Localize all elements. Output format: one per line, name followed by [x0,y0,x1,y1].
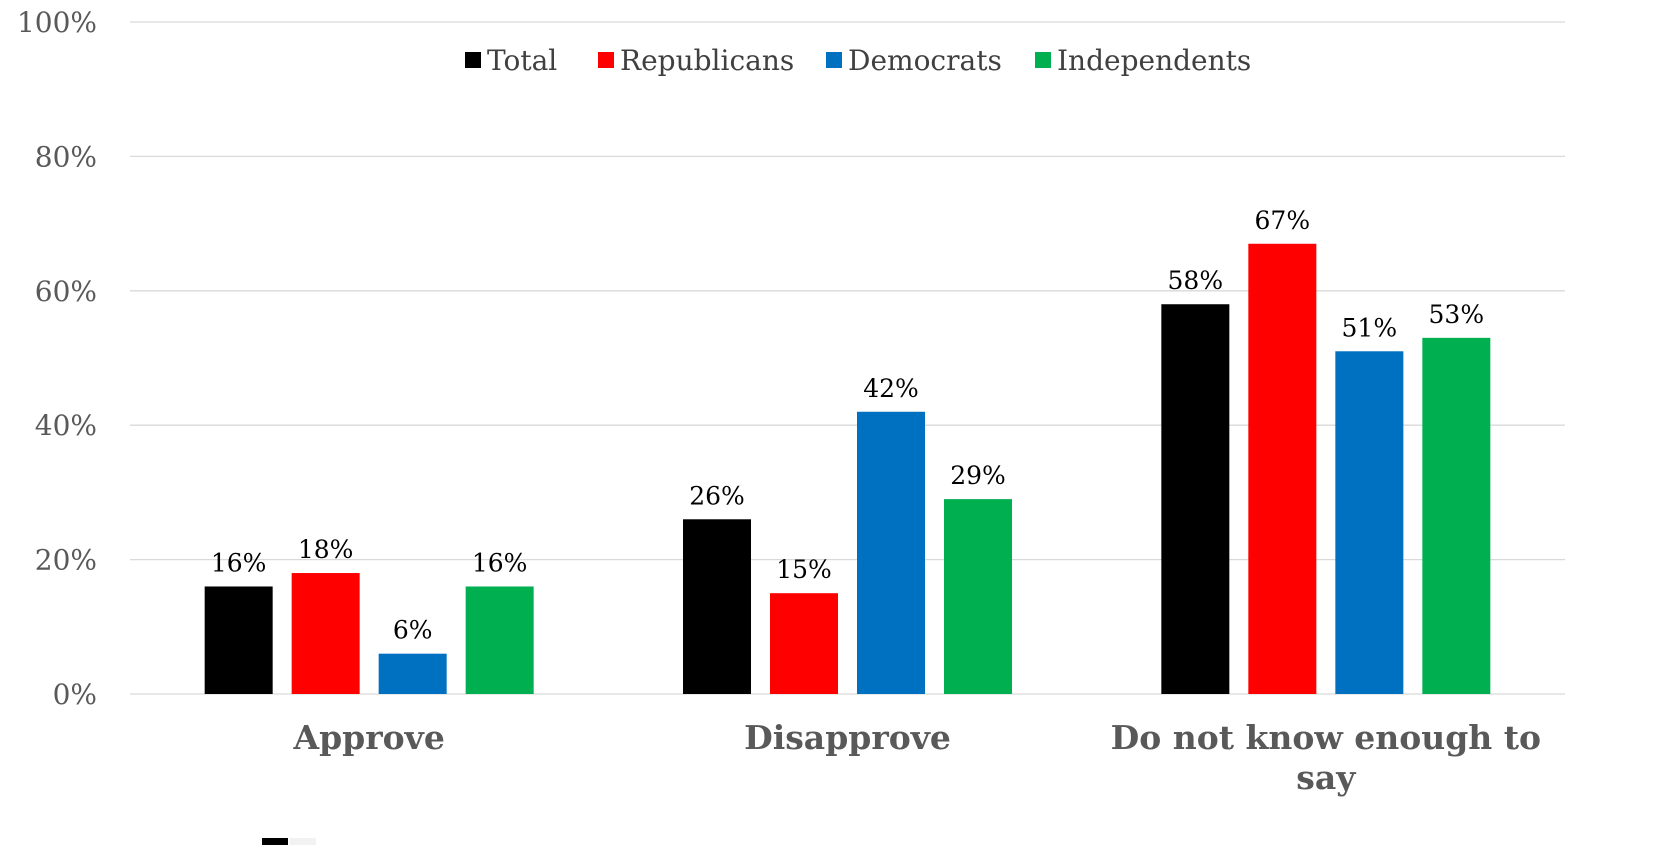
legend-label-republicans: Republicans [620,44,794,77]
data-label: 51% [1342,313,1398,342]
small-legend-swatch [262,838,316,845]
data-label: 58% [1168,266,1224,295]
bar-total [204,586,273,694]
category-label: Disapprove [744,718,951,757]
bar-independents [465,586,534,694]
data-label: 18% [298,535,354,564]
y-tick-label: 60% [35,275,97,308]
data-label: 29% [950,461,1006,490]
bar-independents [944,499,1012,694]
legend-swatch-independents [1035,52,1051,68]
bar-democrats [1335,351,1404,694]
bar-total [1161,304,1230,694]
legend-swatch-total [465,52,481,68]
data-label: 53% [1429,300,1485,329]
data-label: 16% [211,548,267,577]
bar-republicans [1248,243,1317,694]
bar-total [683,519,751,694]
legend-label-democrats: Democrats [848,44,1002,77]
bar-independents [1422,337,1491,694]
legend-swatch-republicans [598,52,614,68]
data-label: 15% [776,555,832,584]
data-label: 16% [472,548,528,577]
bar-republicans [291,573,360,694]
bars [204,243,1491,694]
category-label: say [1296,758,1356,797]
y-tick-label: 100% [17,6,97,39]
bar-democrats [378,653,447,694]
gridlines [130,21,1565,695]
legend-label-independents: Independents [1057,44,1251,77]
y-tick-label: 0% [53,678,97,711]
data-label: 67% [1255,206,1311,235]
bar-republicans [770,593,838,694]
y-tick-label: 80% [35,140,97,173]
data-labels: 16% 18% 6% 16% 26% 15% 42% 29% 58% 67% 51% 53% [211,206,1484,645]
category-label: Approve [293,718,445,757]
legend-swatch-democrats [826,52,842,68]
legend: Total Republicans Democrats Independents [465,44,1251,77]
y-axis-ticks: 0% 20% 40% 60% 80% 100% [17,6,97,711]
y-tick-label: 40% [35,409,97,442]
data-label: 26% [689,481,745,510]
data-label: 42% [863,374,919,403]
y-tick-label: 20% [35,544,97,577]
legend-label-total: Total [487,44,557,77]
data-label: 6% [393,616,433,645]
category-label: Do not know enough to [1111,718,1541,757]
bar-democrats [857,411,925,694]
category-labels: Approve Disapprove Do not know enough tosa… [293,718,1542,797]
